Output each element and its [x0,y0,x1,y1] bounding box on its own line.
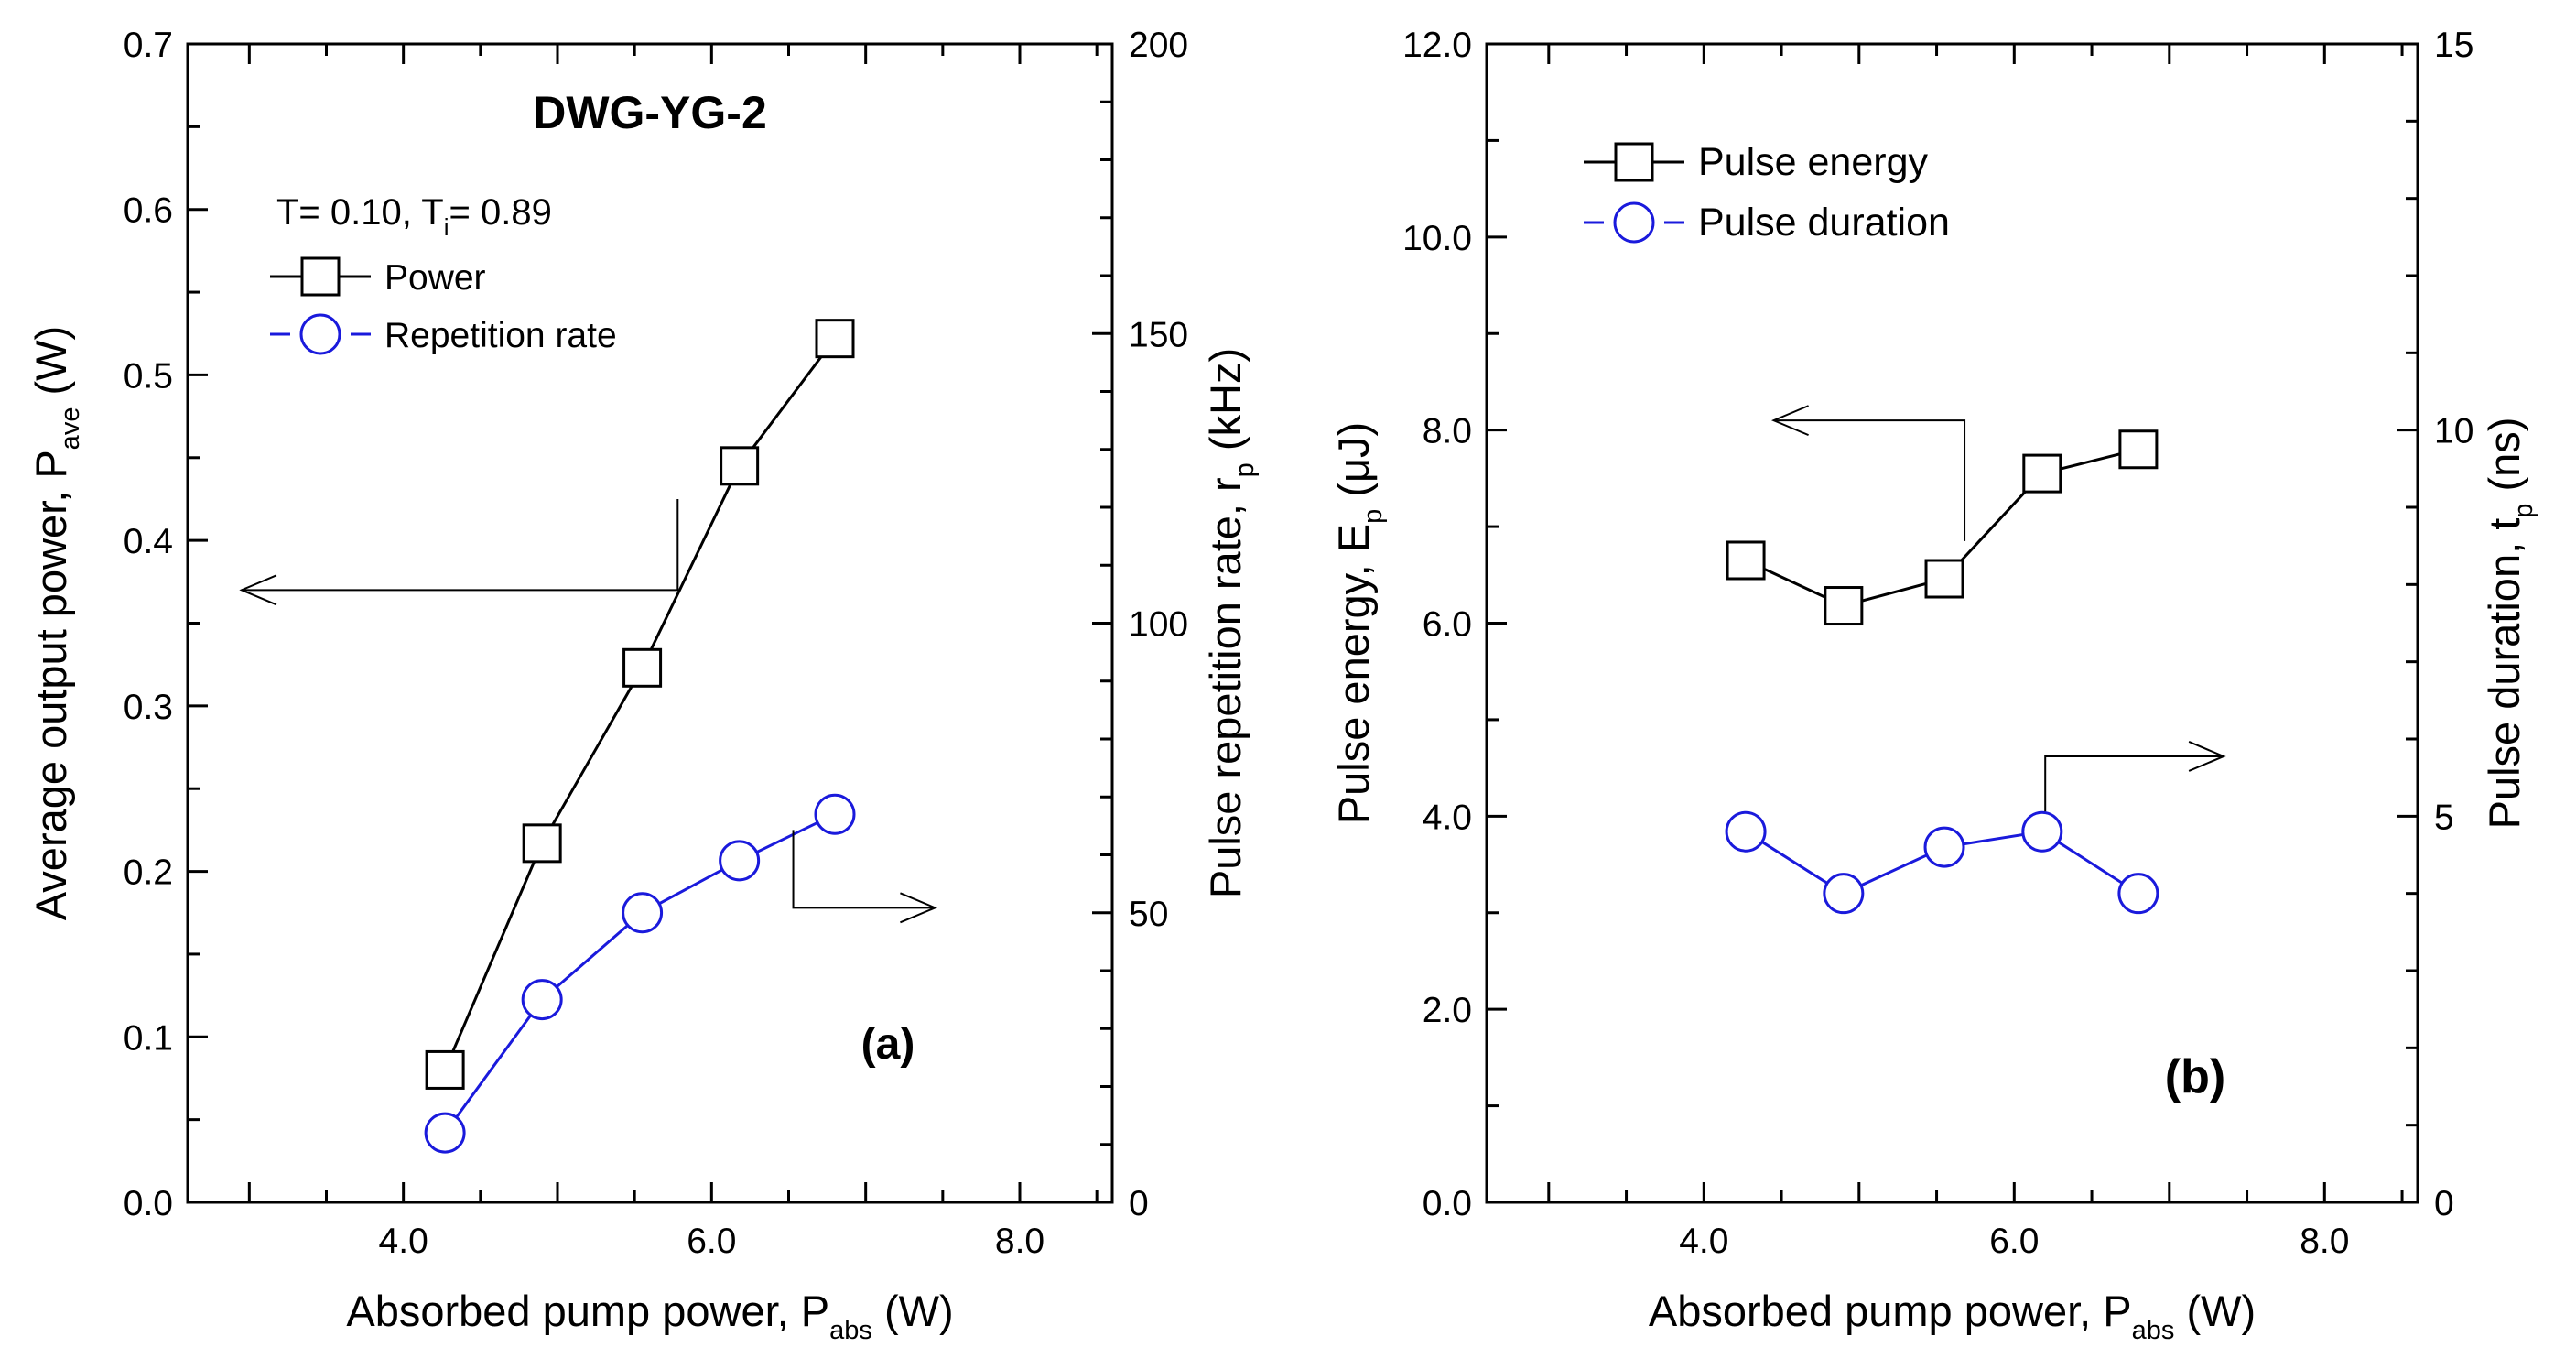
legend-label: Pulse energy [1698,140,1928,184]
chart-title: DWG-YG-2 [533,87,767,138]
y-right-axis-title: Pulse duration, tp (ns) [2480,418,2538,830]
y-right-tick-label: 5 [2434,798,2454,837]
chart-panel-a: 4.0 6.0 8.0 0.0 0.1 0.2 0.3 0.4 0.5 0.6 0.7 0 50 100 1… [27,26,1260,1345]
data-point-square [1924,559,1964,599]
y-right-tick-label: 0 [1129,1184,1149,1223]
data-point-square [622,647,663,688]
data-point-circle [814,793,856,835]
series-line-primary [443,337,837,1071]
legend-label: Power [384,258,486,298]
parameter-annotation: T= 0.10, Ti= 0.89 [276,192,552,241]
annotation-arrow [241,498,679,592]
y-left-axis-title: Average output power, Pave (W) [27,326,85,920]
legend-label: Pulse duration [1698,201,1950,244]
y-left-tick-label: 0.1 [124,1018,173,1058]
y-left-tick-label: 0.2 [124,853,173,893]
chart-panel-b: 4.0 6.0 8.0 0.0 2.0 4.0 6.0 8.0 10.0 12.0 0 5 10 15 Ab… [1329,26,2538,1345]
annotation-arrow [792,830,936,909]
y-left-tick-label: 8.0 [1423,412,1472,451]
x-axis-title: Absorbed pump power, Pabs (W) [346,1287,953,1345]
y-right-tick-label: 100 [1129,605,1188,645]
y-left-tick-label: 4.0 [1423,798,1472,837]
y-left-tick-label: 12.0 [1402,26,1472,65]
data-point-square [425,1049,465,1090]
legend-item: Pulse energy [1584,140,1928,184]
x-axis-title: Absorbed pump power, Pabs (W) [1649,1287,2256,1345]
arrow-head [1770,405,1809,437]
y-left-axis-title: Pulse energy, Ep (μJ) [1329,422,1388,824]
annotation-arrow [1773,419,1966,541]
legend-item: Pulse duration [1584,201,1950,244]
y-right-tick-label: 10 [2434,412,2473,451]
legend-label: Repetition rate [384,316,617,355]
data-point-circle [1823,873,1865,915]
legend-marker-circle [1613,201,1655,244]
series-line-secondary [443,812,836,1134]
data-point-square [1726,540,1766,581]
x-tick-label: 4.0 [1679,1222,1728,1261]
y-right-tick-label: 15 [2434,26,2473,65]
y-left-tick-label: 0.4 [124,522,173,561]
annotation-arrow [2044,755,2224,812]
x-tick-label: 4.0 [379,1222,428,1261]
data-point-square [815,319,855,359]
data-point-circle [1725,810,1767,853]
panel-label: (a) [861,1020,915,1069]
legend-marker-square [300,256,341,297]
y-right-tick-label: 200 [1129,26,1188,65]
arrow-head [239,574,277,606]
y-left-tick-label: 0.6 [124,191,173,231]
data-point-square [2118,429,2159,470]
legend-marker-circle [299,313,341,355]
y-left-tick-label: 0.7 [124,26,173,65]
y-left-tick-label: 0.5 [124,356,173,396]
y-left-tick-label: 0.0 [124,1184,173,1223]
x-tick-label: 8.0 [995,1222,1044,1261]
x-tick-label: 6.0 [1989,1222,2039,1261]
data-point-circle [719,840,761,882]
data-point-square [1824,586,1864,626]
data-point-circle [1923,826,1965,868]
data-point-circle [424,1112,466,1154]
y-right-tick-label: 150 [1129,315,1188,354]
y-left-tick-label: 6.0 [1423,605,1472,645]
x-tick-label: 6.0 [687,1222,736,1261]
y-right-axis-title: Pulse repetition rate, rp (kHz) [1201,348,1260,898]
y-left-tick-label: 0.3 [124,688,173,727]
arrow-head [2188,741,2226,772]
legend-marker-square [1614,142,1654,182]
y-right-tick-label: 50 [1129,895,1168,934]
legend-item: Power [270,256,486,298]
panel-label: (b) [2165,1050,2225,1103]
x-tick-label: 8.0 [2300,1222,2349,1261]
data-point-circle [622,892,664,934]
data-point-circle [521,979,563,1021]
y-left-tick-label: 10.0 [1402,219,1472,258]
arrow-head [900,892,937,924]
legend-item: Repetition rate [270,313,617,355]
y-left-tick-label: 2.0 [1423,991,1472,1030]
data-point-square [522,823,562,864]
data-point-circle [2021,810,2063,853]
data-point-circle [2117,873,2159,915]
data-point-square [2022,453,2062,494]
y-right-tick-label: 0 [2434,1184,2454,1223]
data-point-square [720,446,760,486]
y-left-tick-label: 0.0 [1423,1184,1472,1223]
